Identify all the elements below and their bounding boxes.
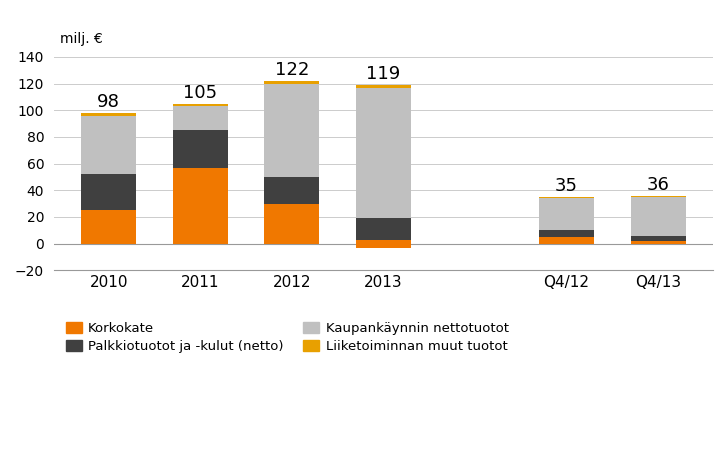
Bar: [173, 130, 228, 167]
Text: 98: 98: [98, 93, 120, 111]
Bar: [173, 167, 228, 243]
Text: 36: 36: [646, 175, 670, 194]
Text: 119: 119: [366, 65, 400, 83]
Bar: [356, 218, 411, 240]
Bar: [539, 198, 594, 230]
Bar: [630, 235, 686, 241]
Bar: [82, 174, 136, 210]
Bar: [630, 241, 686, 243]
Bar: [82, 113, 136, 115]
Bar: [173, 104, 228, 106]
Text: 122: 122: [274, 61, 309, 79]
Bar: [173, 106, 228, 130]
Bar: [630, 197, 686, 235]
Bar: [356, 243, 411, 248]
Text: 105: 105: [183, 83, 218, 102]
Bar: [82, 210, 136, 243]
Bar: [539, 237, 594, 243]
Bar: [356, 85, 411, 88]
Bar: [264, 83, 320, 177]
Bar: [356, 240, 411, 243]
Legend: Korkokate, Palkkiotuotot ja -kulut (netto), Kaupankäynnin nettotuotot, Liiketoim: Korkokate, Palkkiotuotot ja -kulut (nett…: [60, 316, 514, 358]
Text: milj. €: milj. €: [60, 32, 103, 46]
Bar: [630, 196, 686, 197]
Bar: [356, 88, 411, 218]
Bar: [82, 115, 136, 174]
Bar: [539, 197, 594, 198]
Bar: [264, 177, 320, 204]
Bar: [264, 204, 320, 243]
Bar: [539, 230, 594, 237]
Bar: [264, 81, 320, 83]
Text: 35: 35: [555, 177, 578, 195]
